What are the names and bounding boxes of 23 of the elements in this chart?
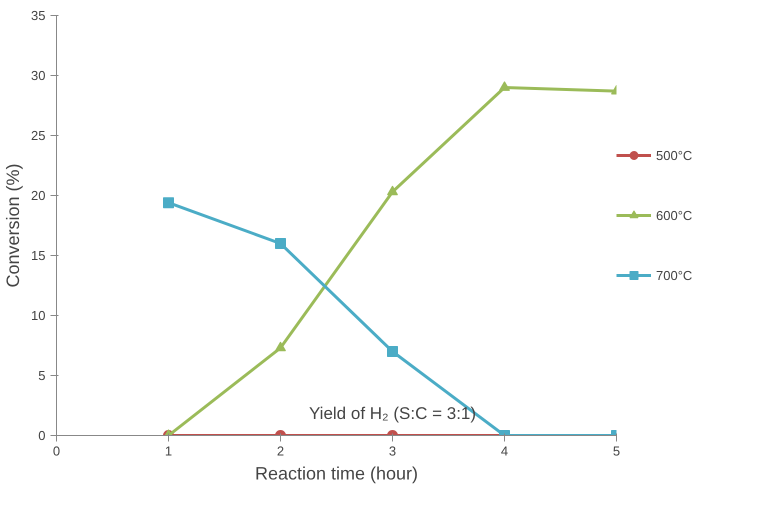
y-tick-label: 35	[31, 8, 46, 23]
legend-label: 500°C	[656, 148, 692, 162]
point	[387, 186, 398, 196]
y-tick-label: 25	[31, 128, 46, 143]
x-tick-label: 0	[52, 444, 60, 458]
y-tick-label: 0	[38, 428, 46, 443]
x-tick-label: 2	[276, 444, 284, 458]
point	[275, 342, 286, 352]
legend-label: 600°C	[656, 208, 692, 222]
x-axis-title: Reaction time (hour)	[254, 464, 418, 484]
x-tick-label: 3	[388, 444, 396, 458]
y-tick-label: 20	[31, 188, 46, 203]
annotation: Yield of H₂ (S:C = 3:1)	[308, 404, 476, 423]
y-tick-label: 30	[31, 68, 46, 83]
y-tick-label: 15	[31, 248, 46, 263]
y-axis-title: Conversion (%)	[3, 163, 24, 288]
x-tick-label: 5	[612, 444, 620, 458]
point	[499, 81, 510, 91]
legend-label: 700°C	[656, 268, 692, 282]
y-tick-label: 5	[38, 368, 46, 383]
y-tick-label: 10	[31, 308, 46, 323]
x-tick-label: 4	[500, 444, 508, 458]
x-tick-label: 1	[164, 444, 172, 458]
